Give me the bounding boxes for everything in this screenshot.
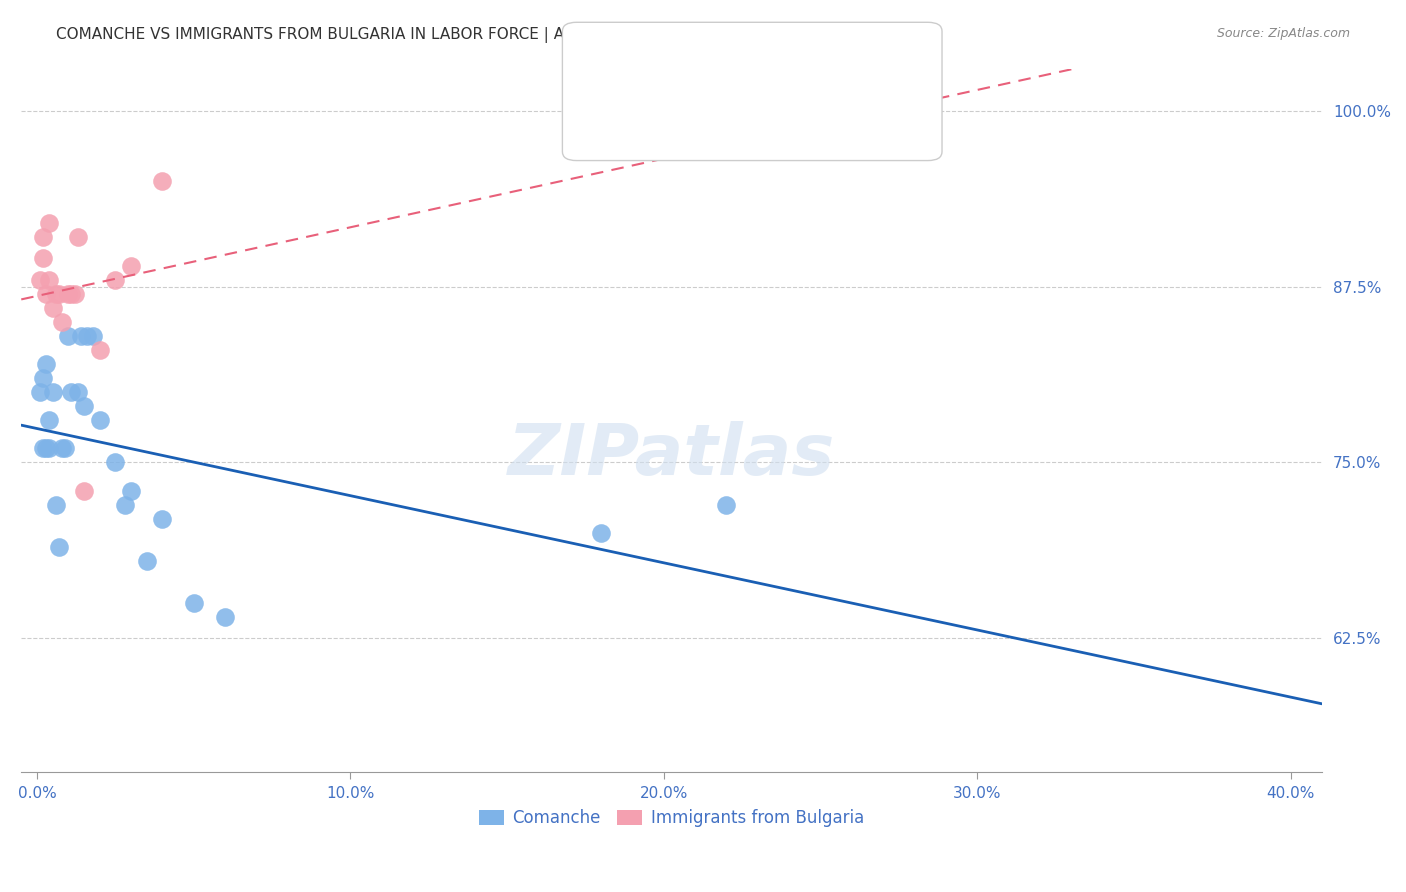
Point — [53, 442, 76, 456]
Point — [32, 230, 55, 244]
Point — [589, 525, 612, 540]
Point — [38, 216, 60, 230]
Point — [89, 343, 111, 357]
Text: R = -0.163: R = -0.163 — [634, 110, 724, 128]
Point — [150, 512, 173, 526]
Point — [76, 329, 98, 343]
Point — [48, 286, 70, 301]
Point — [28, 385, 51, 400]
Point — [66, 385, 89, 400]
Point — [183, 596, 205, 610]
Point — [41, 385, 63, 400]
Point — [73, 399, 96, 413]
Point — [120, 483, 142, 498]
Point — [716, 498, 738, 512]
Text: Source: ZipAtlas.com: Source: ZipAtlas.com — [1216, 27, 1350, 40]
Point — [66, 230, 89, 244]
Point — [28, 272, 51, 286]
Point — [51, 315, 73, 329]
Point — [214, 610, 236, 624]
Text: ZIPatlas: ZIPatlas — [508, 421, 835, 490]
Point — [60, 385, 83, 400]
Point — [104, 272, 127, 286]
Point — [63, 286, 86, 301]
Point — [35, 357, 58, 371]
Point — [35, 442, 58, 456]
Point — [82, 329, 104, 343]
Point — [69, 329, 91, 343]
Point — [60, 286, 83, 301]
Point — [73, 483, 96, 498]
Point — [45, 498, 67, 512]
Point — [150, 174, 173, 188]
Point — [32, 442, 55, 456]
Point — [35, 286, 58, 301]
Text: N = 19: N = 19 — [793, 110, 855, 128]
Bar — [583, 51, 624, 88]
Point — [58, 286, 80, 301]
Text: R = -0.116: R = -0.116 — [634, 62, 724, 79]
Point — [58, 329, 80, 343]
Point — [48, 540, 70, 554]
Point — [135, 554, 157, 568]
Point — [114, 498, 136, 512]
Text: N = 29: N = 29 — [793, 62, 855, 79]
Point — [104, 455, 127, 469]
Point — [38, 442, 60, 456]
Text: COMANCHE VS IMMIGRANTS FROM BULGARIA IN LABOR FORCE | AGE 45-54 CORRELATION CHAR: COMANCHE VS IMMIGRANTS FROM BULGARIA IN … — [56, 27, 804, 43]
Point — [38, 272, 60, 286]
Point — [41, 301, 63, 315]
Point — [45, 286, 67, 301]
Point — [38, 413, 60, 427]
Point — [89, 413, 111, 427]
Point — [32, 371, 55, 385]
Point — [120, 259, 142, 273]
Bar — [583, 99, 624, 136]
Point — [32, 252, 55, 266]
Legend: Comanche, Immigrants from Bulgaria: Comanche, Immigrants from Bulgaria — [472, 803, 870, 834]
Point — [51, 442, 73, 456]
